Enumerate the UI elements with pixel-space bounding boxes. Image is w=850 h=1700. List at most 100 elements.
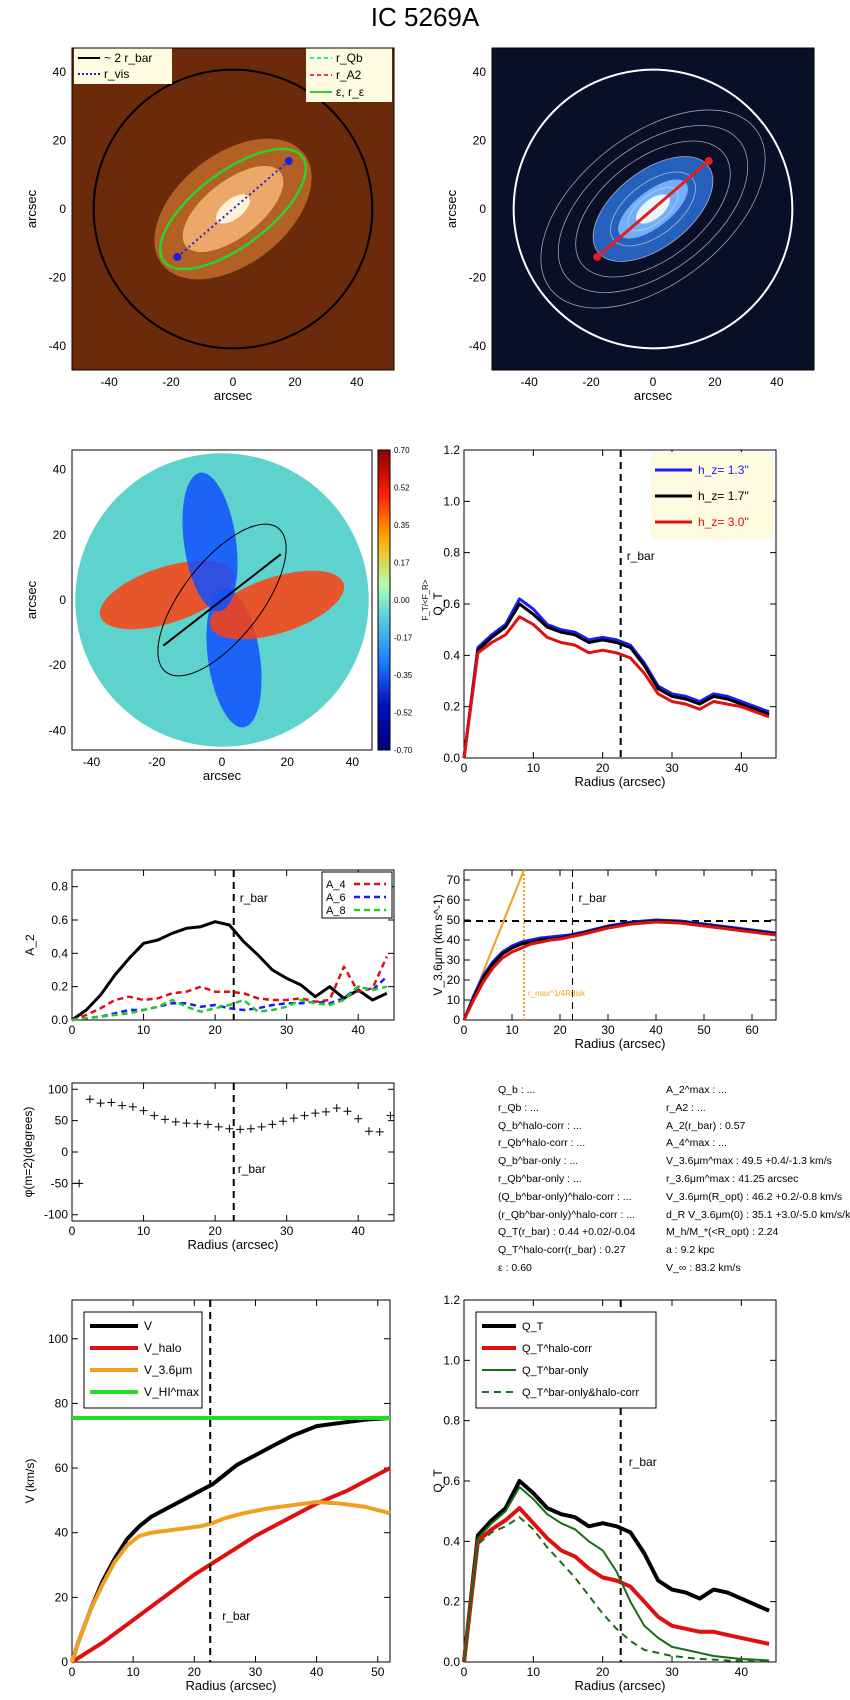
bar-axis-line: [162, 553, 282, 647]
galaxy-core: [216, 194, 250, 224]
y-tick-label: 20: [447, 973, 461, 987]
plot-frame: [71, 1082, 395, 1222]
plot-frame: [463, 869, 777, 1021]
qt-corr-series-line: [462, 1506, 770, 1663]
x-tick-label: -20: [148, 755, 166, 769]
phase-point: [171, 1117, 180, 1126]
legend-label: V_halo: [144, 1341, 182, 1355]
contour-line: [575, 140, 731, 278]
y-tick-label: 0: [453, 1013, 460, 1027]
y-axis-label: Q_T: [431, 1469, 445, 1493]
y-tick-label: -20: [49, 271, 67, 285]
y-axis-label: A_2: [23, 934, 37, 956]
rotation-series-line: [462, 918, 777, 1021]
colorbar-tick-label: -0.70: [394, 746, 413, 755]
legend-label-right: r_Qb: [336, 51, 363, 65]
contour-map-panel: -40 -20 0 20 40 40 20 0 -20 -40 arcsec arcsec: [444, 47, 815, 403]
phase-point: [128, 1102, 137, 1111]
galaxy-image-panel: ~ 2 r_bar r_vis r_Qb r_A2 ε, r_ε -40 -20 0 20 40 4…: [24, 47, 395, 403]
phase-point: [139, 1106, 148, 1115]
param-rqb: r_Qb : ...: [498, 1101, 539, 1114]
x-tick-label: 0: [461, 1665, 468, 1679]
colorbar-tick-label: -0.52: [394, 709, 413, 718]
phase-point: [300, 1111, 309, 1120]
x-tick-label: 20: [596, 1665, 610, 1679]
y-tick-label: 0.2: [443, 700, 460, 714]
y-tick-label: 40: [53, 463, 67, 477]
phase-point: [75, 1179, 84, 1188]
legend-label: A_6: [326, 892, 346, 904]
legend-label: Q_T: [522, 1321, 544, 1333]
param-qt-halo-rbar: Q_T^halo-corr(r_bar) : 0.27: [498, 1244, 626, 1257]
phase-point: [279, 1117, 288, 1126]
x-axis-label: Radius (arcsec): [574, 1036, 665, 1051]
contour-line: [610, 171, 696, 247]
x-tick-label: 40: [352, 1023, 366, 1037]
legend-label: A_8: [326, 905, 346, 917]
force-ratio-map-panel: -40 -20 0 20 40 40 20 0 -20 -40 arcsec arcsec 0.70 0.…: [24, 446, 430, 783]
x-tick-label: 30: [665, 761, 679, 775]
x-tick-label: 30: [665, 1665, 679, 1679]
rotation-series-line: [462, 920, 777, 1021]
x-tick-label: 10: [527, 1665, 541, 1679]
param-a4max: A_4^max : ...: [666, 1137, 727, 1150]
fourier-amplitude-panel: 0 10 20 30 40 0.0 0.2 0.4 0.6 0.8 A_2 r_bar A_4A_6A_…: [23, 869, 395, 1037]
param-a: a : 9.2 kpc: [666, 1244, 715, 1257]
y-tick-label: 70: [447, 873, 461, 887]
y-tick-label: 0: [59, 593, 66, 607]
colorbar-label: F_T/<F_R>: [421, 579, 430, 620]
y-tick-label: 0.8: [443, 546, 460, 560]
legend-label-bar: ~ 2 r_bar: [104, 51, 152, 65]
fourier-series-line: [71, 975, 388, 1022]
x-tick-label: 40: [350, 375, 364, 389]
x-tick-label: 30: [280, 1023, 294, 1037]
map-frame: [71, 449, 373, 751]
y-tick-label: 0: [61, 1145, 68, 1159]
y-axis-label: arcsec: [444, 189, 459, 228]
x-tick-label: 50: [697, 1023, 711, 1037]
qt-profile-panel: 0 10 20 30 40 0.0 0.2 0.4 0.6 0.8 1.0 1.2 Radius (ar…: [431, 443, 777, 789]
x-tick-label: 0: [69, 1224, 76, 1238]
legend-label: Q_T^halo-corr: [522, 1343, 592, 1355]
y-tick-label: 0.0: [443, 751, 460, 765]
y-tick-label: -20: [469, 271, 487, 285]
param-a2max: A_2^max : ...: [666, 1084, 727, 1096]
x-tick-label: 20: [208, 1224, 222, 1238]
positive-lobe: [209, 570, 345, 640]
bar-end-dot: [593, 252, 602, 261]
phase-profile-panel: 0 10 20 30 40 -100 -50 0 50 100 Radius (arcsec) φ(m…: [21, 1082, 395, 1252]
y-tick-label: 0.4: [443, 648, 460, 662]
x-tick-label: 0: [69, 1023, 76, 1037]
param-qb-bar-halo: (Q_b^bar-only)^halo-corr : ...: [498, 1190, 632, 1203]
x-axis-label: Radius (arcsec): [574, 1678, 665, 1693]
y-tick-label: 0.2: [443, 1595, 460, 1609]
colorbar-tick-label: -0.17: [394, 634, 413, 643]
x-tick-label: 30: [601, 1023, 615, 1037]
y-tick-label: 0.8: [443, 1414, 460, 1428]
param-ra2: r_A2 : ...: [666, 1101, 706, 1114]
legend-label-right: r_A2: [336, 68, 362, 82]
rotation-curve-panel: 0 10 20 30 40 50 60 0 10 20 30 40 50 60 70 Radius (arcs…: [431, 869, 777, 1051]
y-tick-label: 0.4: [443, 1534, 460, 1548]
param-qt-rbar: Q_T(r_bar) : 0.44 +0.02/-0.04: [498, 1226, 636, 1239]
legend-label-right: ε, r_ε: [336, 85, 365, 99]
y-tick-label: 40: [447, 933, 461, 947]
x-tick-label: 40: [770, 375, 784, 389]
y-tick-label: 1.2: [443, 443, 460, 457]
y-axis-label: arcsec: [24, 580, 39, 619]
phase-point: [193, 1119, 202, 1128]
y-tick-label: 0.2: [51, 980, 68, 994]
param-vinf: V_∞ : 83.2 km/s: [666, 1261, 741, 1274]
legend-label: V: [144, 1319, 152, 1333]
phase-point: [386, 1111, 395, 1120]
param-rqb-bar: r_Qb^bar-only : ...: [498, 1172, 582, 1185]
x-tick-label: 40: [346, 755, 360, 769]
bar-end-dot: [173, 252, 182, 261]
bar-circle: [92, 68, 374, 350]
y-tick-label: 50: [447, 913, 461, 927]
y-tick-label: 30: [447, 953, 461, 967]
colorbar-tick-label: 0.35: [394, 521, 410, 530]
velocity-model-panel: 0 10 20 30 40 50 0 20 40 60 80 100 Radius (arcsec) V …: [23, 1299, 391, 1693]
x-tick-label: 50: [371, 1665, 385, 1679]
x-tick-label: 0: [461, 761, 468, 775]
